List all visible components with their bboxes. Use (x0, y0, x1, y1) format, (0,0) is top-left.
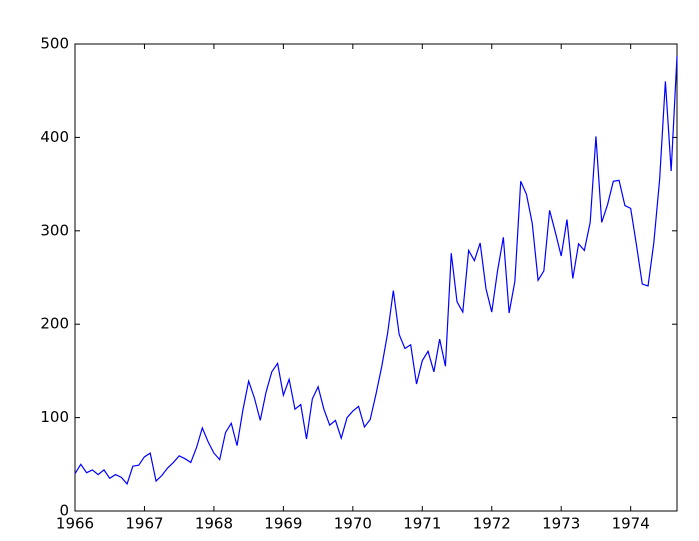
y-tick-label: 100 (40, 408, 69, 426)
y-tick-label: 200 (40, 315, 69, 333)
y-tick-label: 500 (40, 35, 69, 53)
x-tick-label: 1966 (56, 515, 94, 533)
y-tick-label: 400 (40, 128, 69, 146)
x-tick-label: 1973 (542, 515, 580, 533)
x-tick-label: 1970 (334, 515, 372, 533)
y-tick-label: 0 (59, 502, 69, 520)
y-tick-label: 300 (40, 221, 69, 239)
x-tick-label: 1972 (473, 515, 511, 533)
x-tick-label: 1968 (195, 515, 233, 533)
x-tick-label: 1967 (125, 515, 163, 533)
x-tick-label: 1974 (612, 515, 650, 533)
x-tick-label: 1969 (264, 515, 302, 533)
plot-area (74, 43, 678, 512)
line-series (74, 56, 678, 486)
x-tick-label: 1971 (403, 515, 441, 533)
